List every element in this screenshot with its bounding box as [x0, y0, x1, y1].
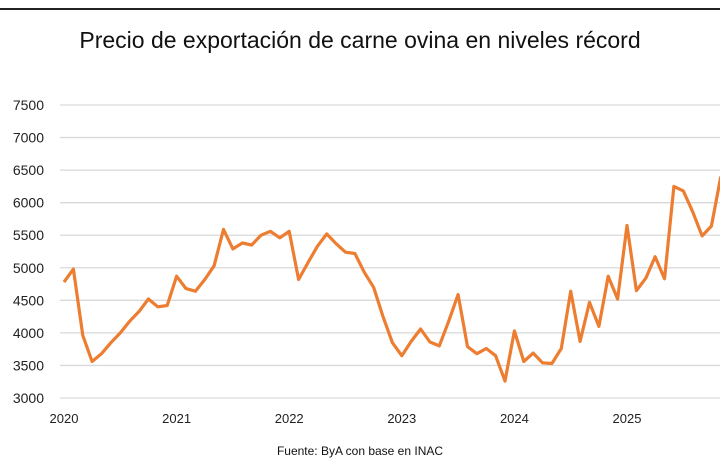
x-tick-label: 2020: [50, 411, 79, 426]
y-tick-label: 4000: [13, 325, 44, 341]
y-tick-label: 3500: [13, 357, 44, 373]
x-tick-label: 2023: [387, 411, 416, 426]
y-tick-label: 6500: [13, 162, 44, 178]
y-tick-label: 7500: [13, 97, 44, 113]
y-tick-label: 6000: [13, 195, 44, 211]
chart-border: [0, 8, 720, 475]
y-tick-label: 5000: [13, 260, 44, 276]
x-tick-label: 2021: [162, 411, 191, 426]
x-tick-label: 2024: [500, 411, 529, 426]
x-tick-label: 2022: [275, 411, 304, 426]
y-tick-label: 5500: [13, 227, 44, 243]
y-tick-label: 3000: [13, 390, 44, 406]
y-tick-label: 4500: [13, 292, 44, 308]
series-line: [62, 176, 720, 383]
chart-source: Fuente: ByA con base en INAC: [276, 444, 444, 458]
x-tick-label: 2025: [613, 411, 642, 426]
chart-title: Precio de exportación de carne ovina en …: [79, 27, 641, 53]
y-tick-label: 7000: [13, 130, 44, 146]
